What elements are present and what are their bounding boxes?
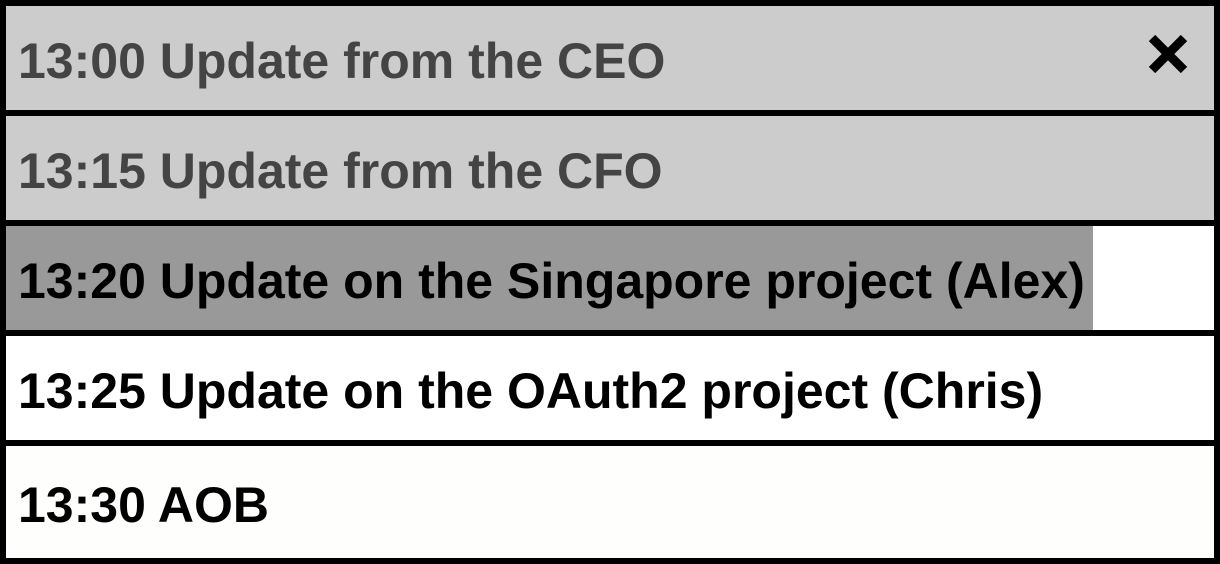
agenda-item-label: 13:30 AOB xyxy=(18,477,270,533)
close-icon[interactable] xyxy=(1146,32,1190,76)
agenda-item-cfo-update[interactable]: 13:15 Update from the CFO xyxy=(6,116,1214,220)
agenda-item-label: 13:25 Update on the OAuth2 project (Chri… xyxy=(18,363,1044,419)
agenda-item-label: 13:20 Update on the Singapore project (A… xyxy=(18,253,1085,309)
progress-fill xyxy=(6,226,1094,330)
agenda-item-aob[interactable]: 13:30 AOB xyxy=(6,446,1214,558)
agenda-item-singapore-project[interactable]: 13:20 Update on the Singapore project (A… xyxy=(6,226,1214,330)
agenda-item-label: 13:15 Update from the CFO xyxy=(18,143,663,199)
agenda-item-label: 13:00 Update from the CEO xyxy=(18,33,666,89)
agenda-item-oauth2-project[interactable]: 13:25 Update on the OAuth2 project (Chri… xyxy=(6,336,1214,440)
agenda-item-ceo-update[interactable]: 13:00 Update from the CEO xyxy=(6,6,1214,110)
